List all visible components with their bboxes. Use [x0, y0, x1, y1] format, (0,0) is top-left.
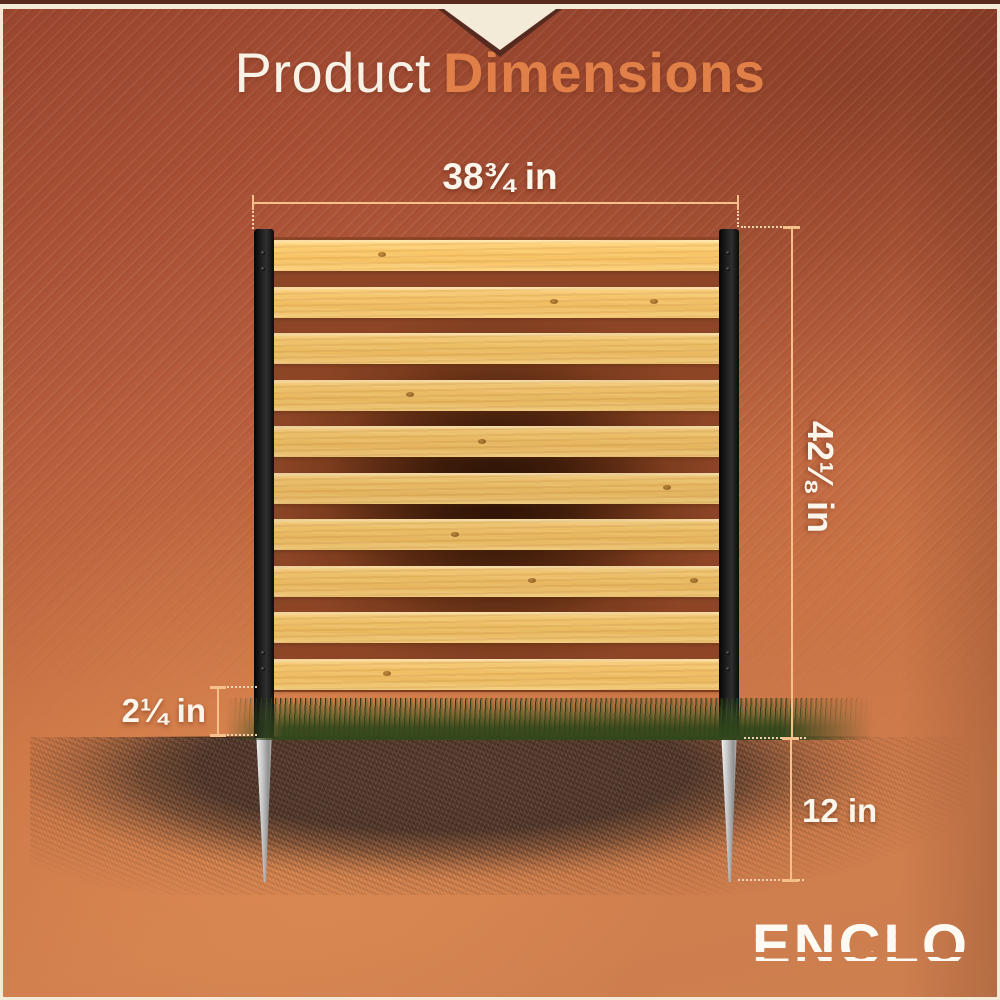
screw-icon: [726, 267, 730, 271]
notch-chevron-icon: [438, 9, 562, 57]
wood-knot: [405, 392, 414, 398]
wood-knot: [550, 298, 559, 304]
fence-slat: [270, 379, 722, 411]
fence-slat: [270, 426, 722, 458]
brand-logo: ENCLO: [752, 912, 970, 979]
fence-slat: [270, 519, 722, 551]
fence-slat: [270, 565, 722, 597]
wood-knot: [527, 578, 536, 584]
screw-icon: [261, 251, 265, 255]
fence-slat: [270, 472, 722, 504]
ground-clearance-tick-top: [210, 686, 226, 689]
spike-depth-dotted-top: [744, 737, 806, 739]
wood-knot: [649, 298, 658, 304]
ground-clearance-label: 2¼ in: [121, 692, 206, 729]
ground-clearance-dotted-bottom: [227, 734, 257, 736]
screw-icon: [261, 667, 265, 671]
frame-edge-left: [0, 0, 3, 1000]
frame-edge-bottom: [0, 997, 1000, 1000]
height-dimension-line: [791, 227, 793, 737]
wood-knot: [378, 252, 387, 258]
height-dimension-label: 42⅛ in: [800, 420, 841, 534]
spike-depth-dotted-bottom: [738, 879, 804, 881]
fence-slat: [270, 658, 722, 690]
ground-clearance-dotted-top: [227, 686, 257, 688]
screw-icon: [261, 267, 265, 271]
ground-clearance-line: [217, 688, 219, 737]
width-dimension-line: [253, 202, 738, 204]
width-extension-dotted-left: [252, 211, 254, 229]
width-extension-dotted-right: [737, 211, 739, 227]
frame-edge-top-maroon: [0, 0, 1000, 4]
screw-icon: [726, 251, 730, 255]
fence-slat: [270, 333, 722, 365]
ground-clearance-tick-bottom: [210, 734, 226, 737]
fence-post-left: [254, 229, 274, 738]
frame-edge-top-cream: [0, 4, 1000, 9]
spike-depth-line: [790, 740, 792, 880]
screw-icon: [726, 667, 730, 671]
frame-edge-right: [997, 0, 1000, 1000]
grass-strip: [225, 698, 873, 740]
width-dimension-tick-left: [252, 195, 254, 210]
screw-icon: [726, 651, 730, 655]
page-title-word-product: Product: [234, 41, 432, 104]
fence-post-right: [719, 229, 739, 738]
height-extension-dotted-top: [741, 226, 797, 228]
fence-slat: [270, 240, 722, 271]
spike-depth-tick-top: [782, 737, 799, 740]
soil-cross-section: [30, 737, 970, 895]
wood-knot: [690, 578, 699, 584]
width-dimension-tick-right: [737, 195, 739, 210]
wood-knot: [663, 485, 672, 491]
fence-slat: [270, 612, 722, 644]
fence-slat: [270, 286, 722, 318]
spike-depth-tick-bottom: [782, 879, 799, 882]
width-dimension-label: 38¾ in: [442, 156, 558, 197]
wood-knot: [477, 438, 486, 444]
page-title: Product Dimensions: [0, 42, 1000, 104]
screw-icon: [261, 651, 265, 655]
wood-knot: [383, 671, 391, 677]
wood-knot: [450, 531, 459, 537]
spike-depth-label: 12 in: [802, 792, 878, 829]
